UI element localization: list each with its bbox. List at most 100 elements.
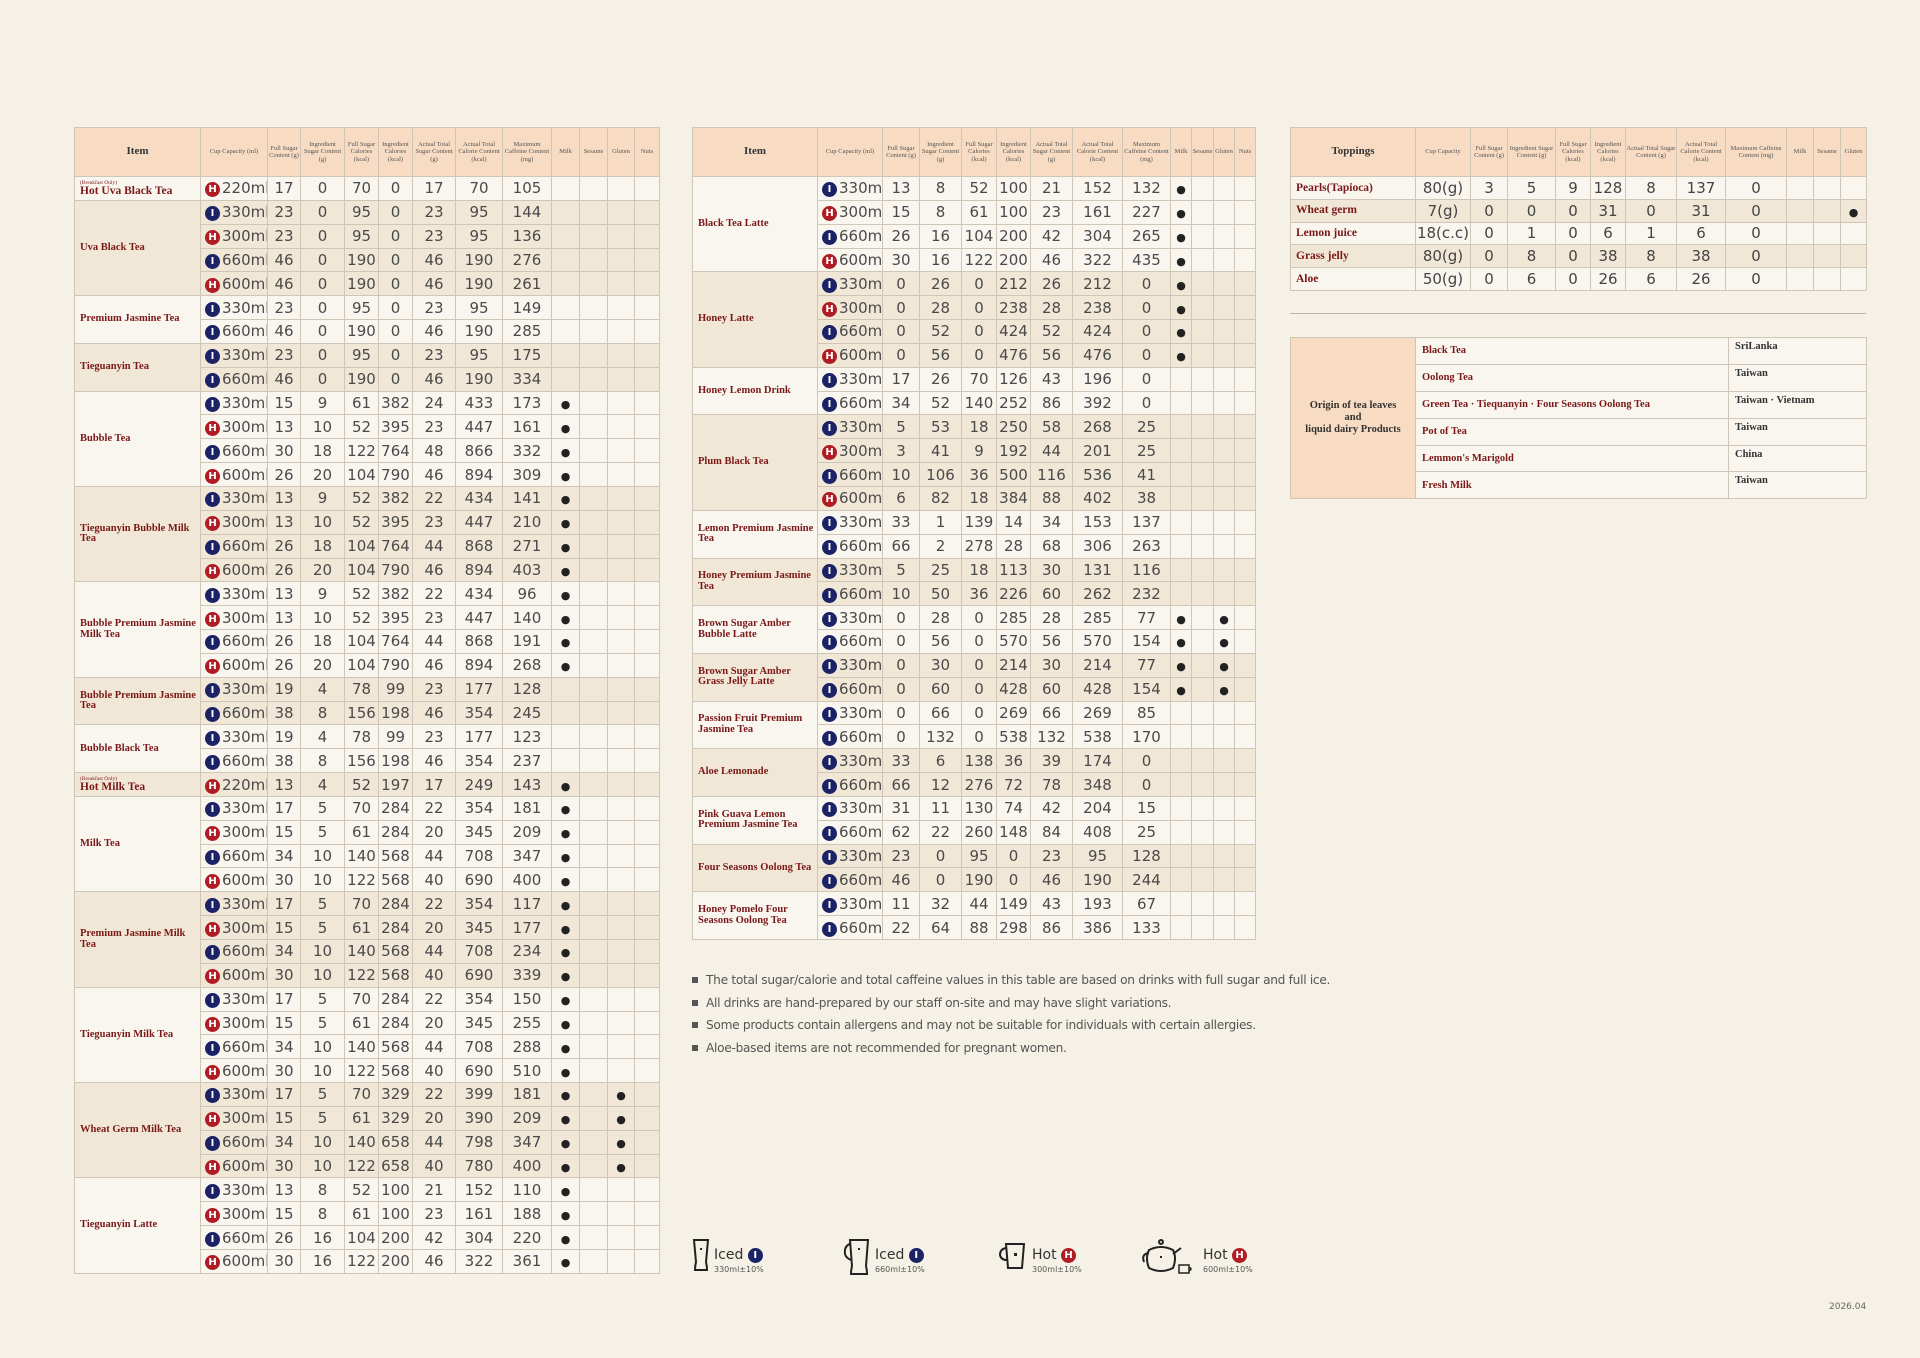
allergen-sesame [579,1058,608,1084]
item-name-text: Passion Fruit Premium Jasmine Tea [698,713,803,735]
allergen-nuts [1234,533,1256,559]
table-row: Bubble Premium Jasmine Tea I 330ml 19 4 78 99 2… [74,676,660,726]
value-actual-cal: 428 [1072,676,1123,702]
value-full-sugar-cal: 18 [961,414,997,440]
legend-size: 660ml±10% [875,1265,925,1274]
value-full-sugar: 17 [267,891,301,917]
value-actual-cal: 152 [1072,176,1123,201]
cup-capacity: H 300ml [200,223,268,249]
table-row: H 600ml 46 0 190 0 46 190 261 [75,271,660,297]
allergen-gluten [1213,366,1235,392]
cup-capacity: H 600ml [200,652,268,678]
allergen-nuts [1234,247,1256,273]
value-actual-sugar: 46 [412,319,456,344]
allergen-nuts [634,1105,660,1131]
value-actual-sugar: 44 [412,1034,456,1060]
value-actual-cal: 196 [1072,366,1123,392]
value-ingredient-cal: 0 [378,223,413,249]
item-name: Passion Fruit Premium Jasmine Tea [692,700,818,750]
value-full-sugar-cal: 122 [344,1058,379,1084]
allergen-nuts [1234,843,1256,869]
topping-allergen [1813,244,1841,269]
allergen-milk: ● [1170,223,1192,249]
value-full-sugar: 38 [267,748,301,774]
item-name-text: Uva Black Tea [80,241,145,253]
cup-size: 600ml [222,656,268,675]
value-full-sugar-cal: 70 [344,891,379,917]
value-full-sugar: 46 [267,271,301,297]
value-ingredient-sugar: 0 [300,223,345,249]
value-ingredient-cal: 658 [378,1129,413,1155]
value-ingredient-cal: 0 [996,867,1031,893]
cup-size: 600ml [222,966,268,985]
cup-size: 660ml [839,775,883,794]
allergen-gluten [1213,271,1235,297]
value-max-caffeine: 117 [502,891,552,917]
table-row: Tieguanyin Latte I 330ml 13 8 52 100 21 152 110 ● [74,1177,660,1274]
iced-icon: I [822,587,837,603]
allergen-sesame [1191,366,1214,392]
cup-size: 600ml [222,274,268,293]
cup-size: 300ml [222,1013,268,1032]
topping-allergen [1786,176,1814,200]
value-full-sugar-cal: 122 [344,1153,379,1179]
iced-icon: I [205,444,220,460]
allergen-gluten [607,962,635,988]
cup-size: 330ml [222,727,268,746]
value-full-sugar: 0 [882,700,920,726]
topping-allergen [1786,267,1814,291]
value-ingredient-cal: 284 [378,891,413,917]
table-row: H 600ml 26 20 104 790 46 894 309 ● [75,462,660,487]
hot-icon: H [205,969,220,985]
allergen-milk: ● [1170,247,1192,273]
value-actual-cal: 190 [455,247,503,273]
column-header-sesame: Sesame [1813,127,1841,177]
allergen-nuts [634,1248,660,1274]
item-name: Milk Tea [74,795,201,893]
value-ingredient-sugar: 20 [300,462,345,487]
allergen-milk: ● [551,509,580,535]
legend-size: 600ml±10% [1203,1265,1253,1274]
value-ingredient-sugar: 52 [919,319,962,344]
topping-value: 80(g) [1415,244,1471,269]
value-full-sugar: 15 [267,915,301,940]
value-actual-cal: 190 [455,366,503,392]
table-row: Passion Fruit Premium Jasmine Tea I 330ml 0… [692,700,1256,750]
allergen-sesame [579,176,608,201]
value-full-sugar-cal: 0 [961,629,997,654]
cup-size: 330ml [222,799,268,818]
value-ingredient-sugar: 28 [919,295,962,321]
cup-capacity: I 660ml [817,390,883,416]
value-max-caffeine: 173 [502,390,552,416]
value-ingredient-cal: 0 [378,319,413,344]
hot-icon: H [205,826,220,842]
allergen-sesame [1191,652,1214,678]
hot-icon: H [205,182,220,198]
iced-icon: I [822,373,837,389]
allergen-gluten [607,366,635,392]
allergen-nuts [634,199,660,225]
allergen-sesame [579,1034,608,1060]
value-ingredient-sugar: 22 [919,819,962,845]
cup-capacity: H 600ml [817,247,883,273]
cup-size: 330ml [839,894,883,913]
value-max-caffeine: 209 [502,819,552,845]
value-full-sugar: 23 [267,342,301,368]
cup-capacity: H 300ml [200,819,268,845]
hot-icon: H [822,301,837,317]
value-actual-sugar: 44 [412,843,456,869]
value-actual-cal: 424 [1072,319,1123,344]
cup-size: 330ml [839,656,883,675]
value-ingredient-sugar: 10 [300,1034,345,1060]
value-ingredient-sugar: 5 [300,891,345,917]
cup-capacity: I 330ml [817,176,883,201]
value-ingredient-cal: 100 [996,176,1031,201]
allergen-nuts [634,819,660,845]
table-row: I 660ml 38 8 156 198 46 354 237 [75,748,660,774]
allergen-dot-icon: ● [616,1161,626,1175]
allergen-nuts [1234,176,1256,201]
iced-icon: I [205,373,220,389]
cup-capacity: H 300ml [200,509,268,535]
topping-allergen [1840,244,1867,269]
column-header-gluten: Gluten [607,127,635,177]
